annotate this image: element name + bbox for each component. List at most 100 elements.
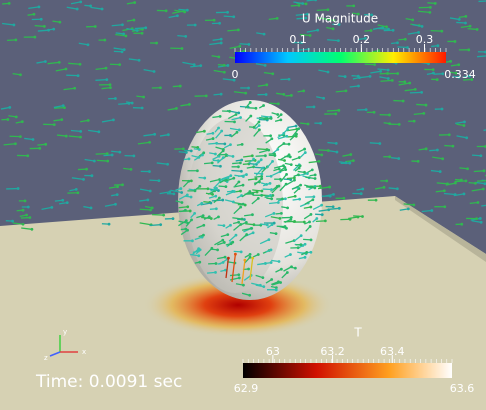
vector-head — [300, 243, 303, 246]
vector-arrow — [231, 170, 241, 171]
vector-arrow — [318, 150, 328, 151]
colorbar-min: 62.9 — [234, 382, 259, 395]
vector-head — [188, 103, 191, 106]
vector-head — [33, 36, 36, 39]
vector-head — [451, 145, 454, 148]
vector-head — [226, 11, 229, 14]
vector-head — [379, 70, 382, 73]
vector-head — [251, 192, 254, 195]
vector-head — [91, 174, 94, 177]
vector-head — [460, 179, 463, 182]
vector-head — [176, 14, 179, 17]
vector-head — [369, 75, 372, 78]
vector-head — [310, 185, 313, 188]
vector-head — [123, 48, 126, 51]
vector-head — [242, 284, 245, 287]
vector-head — [463, 124, 466, 127]
vector-head — [413, 120, 416, 123]
vector-head — [440, 30, 443, 33]
vector-head — [408, 82, 411, 85]
vector-head — [277, 201, 280, 204]
vector-head — [307, 48, 310, 51]
vector-head — [273, 212, 276, 215]
vector-head — [460, 223, 463, 226]
vector-arrow — [437, 183, 448, 184]
vector-head — [385, 25, 388, 28]
vector-head — [465, 136, 468, 139]
vector-head — [285, 173, 288, 176]
vector-head — [449, 60, 452, 63]
vector-head — [387, 69, 390, 72]
vector-head — [158, 179, 161, 182]
vector-head — [261, 276, 264, 279]
vector-head — [237, 180, 240, 183]
vector-head — [58, 61, 61, 64]
vector-head — [223, 64, 226, 67]
vector-head — [240, 159, 243, 162]
vector-head — [270, 188, 273, 191]
vector-head — [217, 55, 220, 58]
vector-head — [297, 246, 300, 249]
vector-head — [352, 5, 355, 8]
vector-head — [8, 106, 11, 109]
vector-head — [336, 151, 339, 154]
vector-head — [243, 259, 246, 262]
vector-arrow — [398, 47, 408, 48]
colorbar-title: T — [353, 326, 362, 340]
vector-head — [217, 215, 220, 218]
vector-head — [301, 2, 304, 5]
vector-head — [337, 109, 340, 112]
vector-head — [249, 256, 252, 259]
vector-head — [403, 80, 406, 83]
vector-head — [21, 120, 24, 123]
vector-head — [201, 154, 204, 157]
vector-head — [166, 163, 169, 166]
vector-head — [24, 199, 27, 202]
vector-head — [264, 154, 267, 157]
vector-head — [205, 94, 208, 97]
vector-head — [282, 164, 285, 167]
vector-head — [370, 29, 373, 32]
colorbar-tick-label: 63 — [266, 345, 280, 358]
vector-head — [229, 224, 232, 227]
vector-head — [53, 123, 56, 126]
vector-head — [425, 147, 428, 150]
vector-head — [175, 107, 178, 110]
vector-arrow — [257, 149, 267, 150]
vector-head — [13, 24, 16, 27]
vector-head — [14, 38, 17, 41]
vector-head — [274, 154, 277, 157]
vector-head — [239, 206, 242, 209]
vector-head — [233, 120, 236, 123]
vector-head — [241, 218, 244, 221]
vector-head — [483, 169, 486, 172]
vector-head — [133, 19, 136, 22]
vector-head — [443, 189, 446, 192]
vector-head — [38, 147, 41, 150]
vector-head — [288, 143, 291, 146]
vector-arrow — [353, 216, 362, 217]
vector-arrow — [240, 44, 249, 45]
vector-head — [232, 155, 235, 158]
vector-head — [361, 215, 364, 218]
vector-head — [181, 201, 184, 204]
vector-head — [184, 35, 187, 38]
vector-head — [52, 28, 55, 31]
vector-head — [396, 41, 399, 44]
vector-head — [223, 71, 226, 74]
vector-arrow — [135, 28, 146, 29]
vector-head — [308, 221, 311, 224]
vector-head — [245, 173, 248, 176]
vector-head — [179, 85, 182, 88]
vector-head — [238, 45, 241, 48]
vector-arrow — [245, 160, 255, 161]
vector-head — [327, 149, 330, 152]
vector-head — [282, 132, 285, 135]
vector-head — [239, 190, 242, 193]
vector-head — [278, 167, 281, 170]
vector-head — [214, 153, 217, 156]
vector-head — [105, 78, 108, 81]
vector-head — [299, 184, 302, 187]
vector-head — [443, 205, 446, 208]
vector-head — [22, 223, 25, 226]
